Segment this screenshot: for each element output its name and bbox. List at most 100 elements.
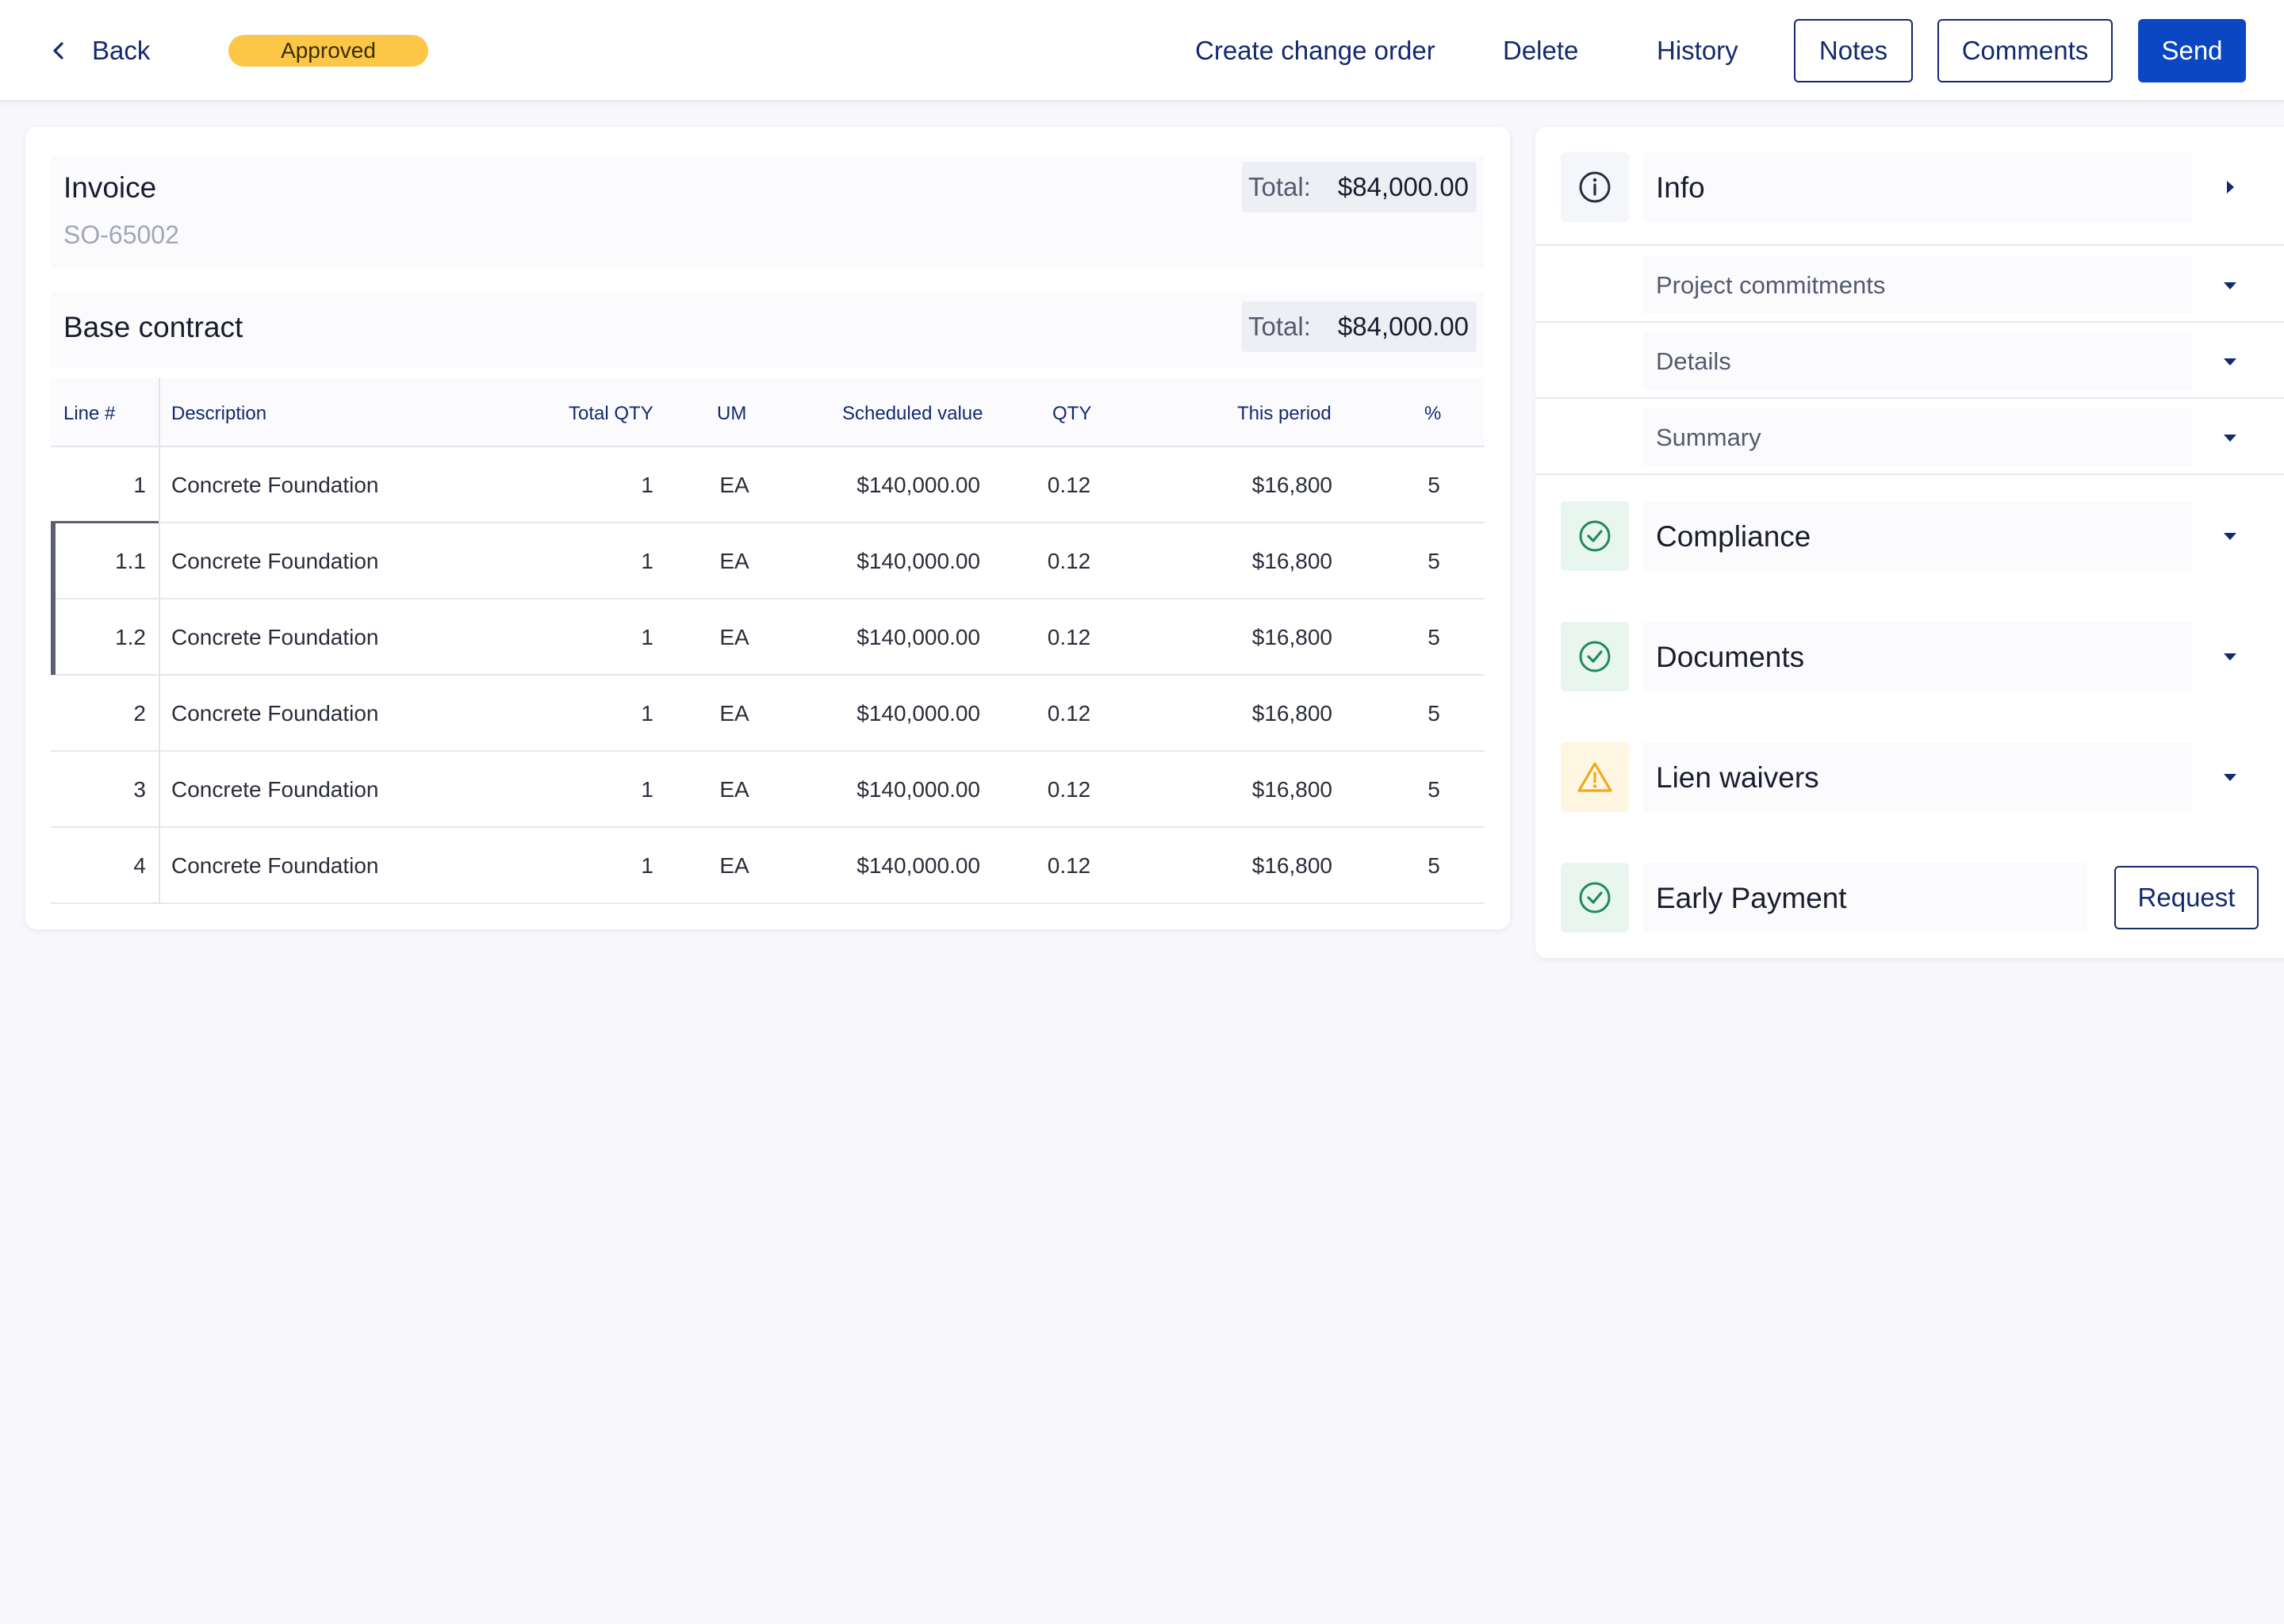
line-number-cell: 2 xyxy=(133,701,146,726)
caret-down-icon[interactable] xyxy=(2221,768,2240,787)
comments-button[interactable]: Comments xyxy=(1937,19,2113,82)
percent-cell: 5 xyxy=(1428,625,1440,649)
this-period-cell: $16,800 xyxy=(1251,853,1332,878)
early-payment-label: Early Payment xyxy=(1656,882,1847,914)
status-badge: Approved xyxy=(228,35,428,67)
lien-waivers-icon-box xyxy=(1561,742,1629,812)
qty-cell: 0.12 xyxy=(1047,625,1091,649)
column-header-percent[interactable]: % xyxy=(1424,403,1442,424)
um-cell: EA xyxy=(719,549,749,573)
table-row[interactable] xyxy=(51,523,1485,599)
this-period-cell: $16,800 xyxy=(1251,777,1332,802)
scheduled-value-cell: $140,000.00 xyxy=(856,701,980,726)
create-change-order-button[interactable]: Create change order xyxy=(1195,36,1435,65)
percent-cell: 5 xyxy=(1428,853,1440,878)
table-row[interactable] xyxy=(51,599,1485,676)
summary-row[interactable] xyxy=(1643,408,2192,466)
notes-button[interactable]: Notes xyxy=(1794,19,1913,82)
table-row[interactable] xyxy=(51,752,1485,828)
top-bar: Back Approved Create change order Delete… xyxy=(0,0,2284,102)
compliance-row[interactable] xyxy=(1643,501,2192,571)
table-row[interactable] xyxy=(51,828,1485,904)
compliance-label: Compliance xyxy=(1656,520,1811,553)
divider xyxy=(1535,397,2284,399)
this-period-cell: $16,800 xyxy=(1251,549,1332,573)
scheduled-value-cell: $140,000.00 xyxy=(856,777,980,802)
qty-cell: 0.12 xyxy=(1047,473,1091,497)
description-cell: Concrete Foundation xyxy=(171,701,379,726)
qty-cell: 0.12 xyxy=(1047,701,1091,726)
chevron-right-icon[interactable] xyxy=(2221,178,2240,197)
column-header-description[interactable]: Description xyxy=(171,403,267,424)
request-early-payment-button[interactable]: Request xyxy=(2114,866,2259,929)
group-underline xyxy=(51,521,159,523)
info-row[interactable] xyxy=(1643,152,2192,222)
percent-cell: 5 xyxy=(1428,701,1440,726)
lien-waivers-label: Lien waivers xyxy=(1656,761,1819,794)
base-contract-title: Base contract xyxy=(63,311,243,343)
um-cell: EA xyxy=(719,701,749,726)
info-icon-box xyxy=(1561,152,1629,222)
divider xyxy=(1535,473,2284,475)
caret-down-icon[interactable] xyxy=(2221,428,2240,447)
percent-cell: 5 xyxy=(1428,549,1440,573)
um-cell: EA xyxy=(719,853,749,878)
invoice-title: Invoice xyxy=(63,171,157,204)
column-header-total-qty[interactable]: Total QTY xyxy=(569,403,653,424)
delete-button[interactable]: Delete xyxy=(1503,36,1579,65)
table-row[interactable] xyxy=(51,676,1485,752)
description-cell: Concrete Foundation xyxy=(171,853,379,878)
back-button[interactable]: Back xyxy=(49,30,150,71)
total-qty-cell: 1 xyxy=(641,549,653,573)
line-number-cell: 1.1 xyxy=(115,549,146,573)
column-header-qty[interactable]: QTY xyxy=(1052,403,1092,424)
back-label: Back xyxy=(92,36,151,65)
this-period-cell: $16,800 xyxy=(1251,701,1332,726)
documents-row[interactable] xyxy=(1643,622,2192,691)
this-period-cell: $16,800 xyxy=(1251,625,1332,649)
documents-icon-box xyxy=(1561,622,1629,691)
percent-cell: 5 xyxy=(1428,777,1440,802)
lien-waivers-row[interactable] xyxy=(1643,742,2192,812)
documents-label: Documents xyxy=(1656,641,1805,673)
line-number-cell: 1 xyxy=(133,473,146,497)
table-row[interactable] xyxy=(51,447,1485,523)
percent-cell: 5 xyxy=(1428,473,1440,497)
send-button[interactable]: Send xyxy=(2138,19,2246,82)
table-header xyxy=(51,377,1485,447)
line-number-cell: 4 xyxy=(133,853,146,878)
qty-cell: 0.12 xyxy=(1047,777,1091,802)
invoice-total-label: Total: xyxy=(1248,172,1311,201)
column-header-line[interactable]: Line # xyxy=(63,403,116,424)
base-contract-total: Total: $84,000.00 xyxy=(1242,301,1477,352)
qty-cell: 0.12 xyxy=(1047,549,1091,573)
scheduled-value-cell: $140,000.00 xyxy=(856,549,980,573)
um-cell: EA xyxy=(719,625,749,649)
total-qty-cell: 1 xyxy=(641,777,653,802)
description-cell: Concrete Foundation xyxy=(171,549,379,573)
line-number-cell: 1.2 xyxy=(115,625,146,649)
caret-down-icon[interactable] xyxy=(2221,276,2240,295)
caret-down-icon[interactable] xyxy=(2221,527,2240,546)
caret-down-icon[interactable] xyxy=(2221,352,2240,371)
summary-label: Summary xyxy=(1656,423,1761,451)
divider xyxy=(1535,321,2284,323)
column-header-scheduled-value[interactable]: Scheduled value xyxy=(842,403,983,424)
caret-down-icon[interactable] xyxy=(2221,647,2240,666)
info-label: Info xyxy=(1656,171,1705,204)
invoice-number: SO-65002 xyxy=(63,220,179,249)
warning-triangle-icon xyxy=(1577,762,1612,792)
early-payment-row xyxy=(1643,863,2087,933)
description-cell: Concrete Foundation xyxy=(171,777,379,802)
base-contract-total-value: $84,000.00 xyxy=(1337,312,1470,341)
subline-indent-bar xyxy=(51,523,56,675)
project-commitments-row[interactable] xyxy=(1643,255,2192,314)
compliance-icon-box xyxy=(1561,501,1629,571)
total-qty-cell: 1 xyxy=(641,625,653,649)
column-header-this-period[interactable]: This period xyxy=(1237,403,1332,424)
history-button[interactable]: History xyxy=(1657,36,1738,65)
scheduled-value-cell: $140,000.00 xyxy=(856,625,980,649)
column-header-um[interactable]: UM xyxy=(717,403,747,424)
description-cell: Concrete Foundation xyxy=(171,473,379,497)
details-row[interactable] xyxy=(1643,331,2192,390)
